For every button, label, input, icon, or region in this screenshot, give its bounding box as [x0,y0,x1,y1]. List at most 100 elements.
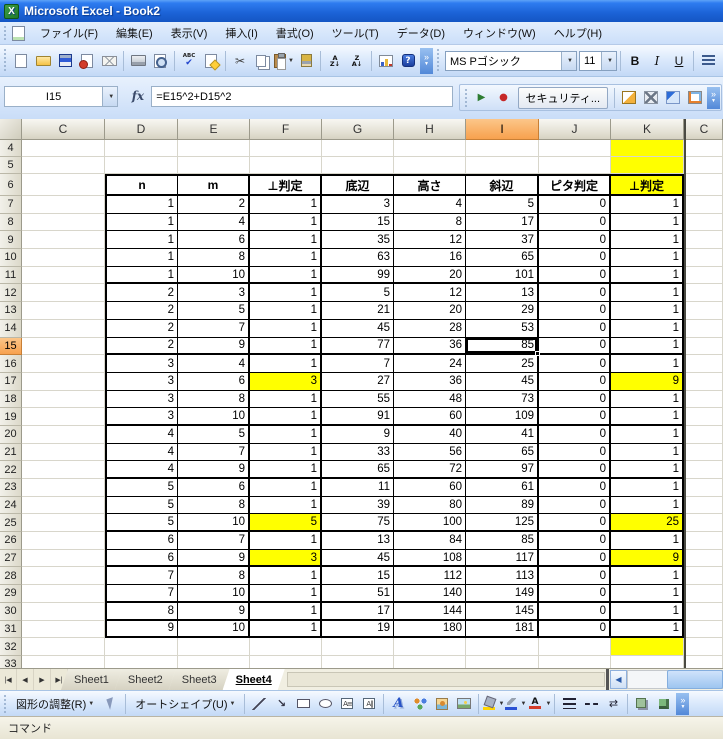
cell[interactable] [686,585,723,603]
permission-button[interactable] [76,50,98,72]
cell[interactable]: 9 [322,425,394,444]
cell[interactable]: 1 [611,602,684,621]
cell[interactable] [611,157,684,174]
cut-button[interactable] [229,50,251,72]
cell[interactable]: 7 [105,567,178,586]
cell[interactable] [539,638,611,656]
rect-button[interactable] [292,693,314,715]
toolbar-grip[interactable] [463,88,468,107]
cell[interactable]: 60 [394,408,466,426]
cell[interactable] [178,157,250,174]
cell[interactable]: 89 [466,496,539,515]
active-cell[interactable]: 85 [466,337,540,357]
cell[interactable] [686,514,723,533]
row-header-14[interactable]: 14 [0,319,22,338]
cell[interactable]: 12 [394,284,466,303]
menu-format[interactable]: 書式(O) [275,28,314,40]
cell[interactable] [178,638,250,656]
cell[interactable]: 0 [539,549,611,568]
cell[interactable] [22,174,105,196]
cell[interactable]: 41 [466,425,539,444]
cell[interactable]: 3 [105,372,178,391]
cell[interactable]: 20 [394,266,466,285]
spelling-button[interactable] [178,50,200,72]
picture-button[interactable] [453,693,475,715]
cell[interactable]: 1 [611,284,684,303]
cell[interactable]: 3 [105,408,178,426]
cell[interactable]: 6 [105,549,178,568]
cell[interactable]: 9 [611,372,684,391]
cell[interactable]: 1 [105,249,178,267]
menu-edit[interactable]: 編集(E) [116,28,153,40]
line-color-button[interactable] [504,693,526,715]
cell[interactable] [250,655,322,668]
vb-editor-button[interactable] [618,87,640,109]
cell[interactable]: 1 [250,266,322,285]
chevron-down-icon[interactable] [561,51,576,70]
cell[interactable] [22,337,105,356]
cell[interactable] [686,602,723,621]
diagram-button[interactable] [409,693,431,715]
cell[interactable]: 10 [178,514,250,533]
font-size-select[interactable]: 11 [579,50,617,71]
cell[interactable] [686,157,723,174]
cell[interactable]: 16 [394,249,466,267]
cell[interactable]: 1 [611,319,684,338]
cell[interactable]: 3 [178,284,250,303]
print-preview-button[interactable] [149,50,171,72]
cell[interactable]: 1 [611,496,684,515]
italic-button[interactable]: I [654,53,660,68]
row-header-11[interactable]: 11 [0,266,22,285]
row-header-15[interactable]: 15 [0,337,22,356]
cell[interactable] [105,638,178,656]
name-box-dropdown[interactable] [103,86,119,107]
pane-split-line[interactable] [684,655,686,668]
cell[interactable]: 5 [178,302,250,320]
cell[interactable] [686,140,723,157]
cell[interactable] [250,157,322,174]
cell[interactable]: 1 [611,337,684,356]
new-button[interactable] [10,50,32,72]
menu-insert[interactable]: 挿入(I) [225,28,258,40]
open-button[interactable] [32,50,54,72]
cell[interactable] [22,140,105,157]
pane-split-line[interactable] [684,390,686,409]
cell[interactable]: 9 [611,549,684,568]
cell[interactable]: 4 [105,461,178,479]
cell[interactable]: 5 [178,425,250,444]
cell[interactable] [611,655,684,668]
chevron-down-icon[interactable] [601,51,616,70]
cell[interactable] [394,638,466,656]
cell[interactable]: 101 [466,266,539,285]
cell[interactable]: 113 [466,567,539,586]
pane-split-line[interactable] [684,567,686,586]
column-header-right-pane[interactable]: C [686,119,723,140]
pane-split-line[interactable] [684,196,686,214]
cell[interactable]: 1 [611,249,684,267]
cell[interactable] [686,319,723,338]
cell[interactable]: 1 [611,213,684,232]
cell[interactable]: 0 [539,443,611,462]
bold-button[interactable]: B [630,53,640,68]
record-button[interactable] [493,87,515,109]
cell[interactable]: 9 [178,337,250,356]
cell[interactable]: 21 [322,302,394,320]
cell[interactable] [686,213,723,232]
h-scrollbar-thumb[interactable] [667,670,723,689]
cell[interactable]: 2 [105,337,178,356]
design-mode-button[interactable] [662,87,684,109]
row-header-4[interactable]: 4 [0,140,22,157]
cell[interactable] [686,549,723,568]
first-sheet-button[interactable] [0,669,17,690]
cell[interactable]: 145 [466,602,539,621]
cell[interactable]: 63 [322,249,394,267]
cell[interactable]: 65 [466,249,539,267]
cell[interactable] [686,461,723,479]
cell[interactable] [22,532,105,550]
cell[interactable]: 10 [178,585,250,603]
cell[interactable]: 0 [539,620,611,639]
cell[interactable]: 1 [611,532,684,550]
table-header-cell[interactable]: m [178,174,250,196]
cell[interactable]: 0 [539,479,611,497]
cell[interactable]: 0 [539,266,611,285]
